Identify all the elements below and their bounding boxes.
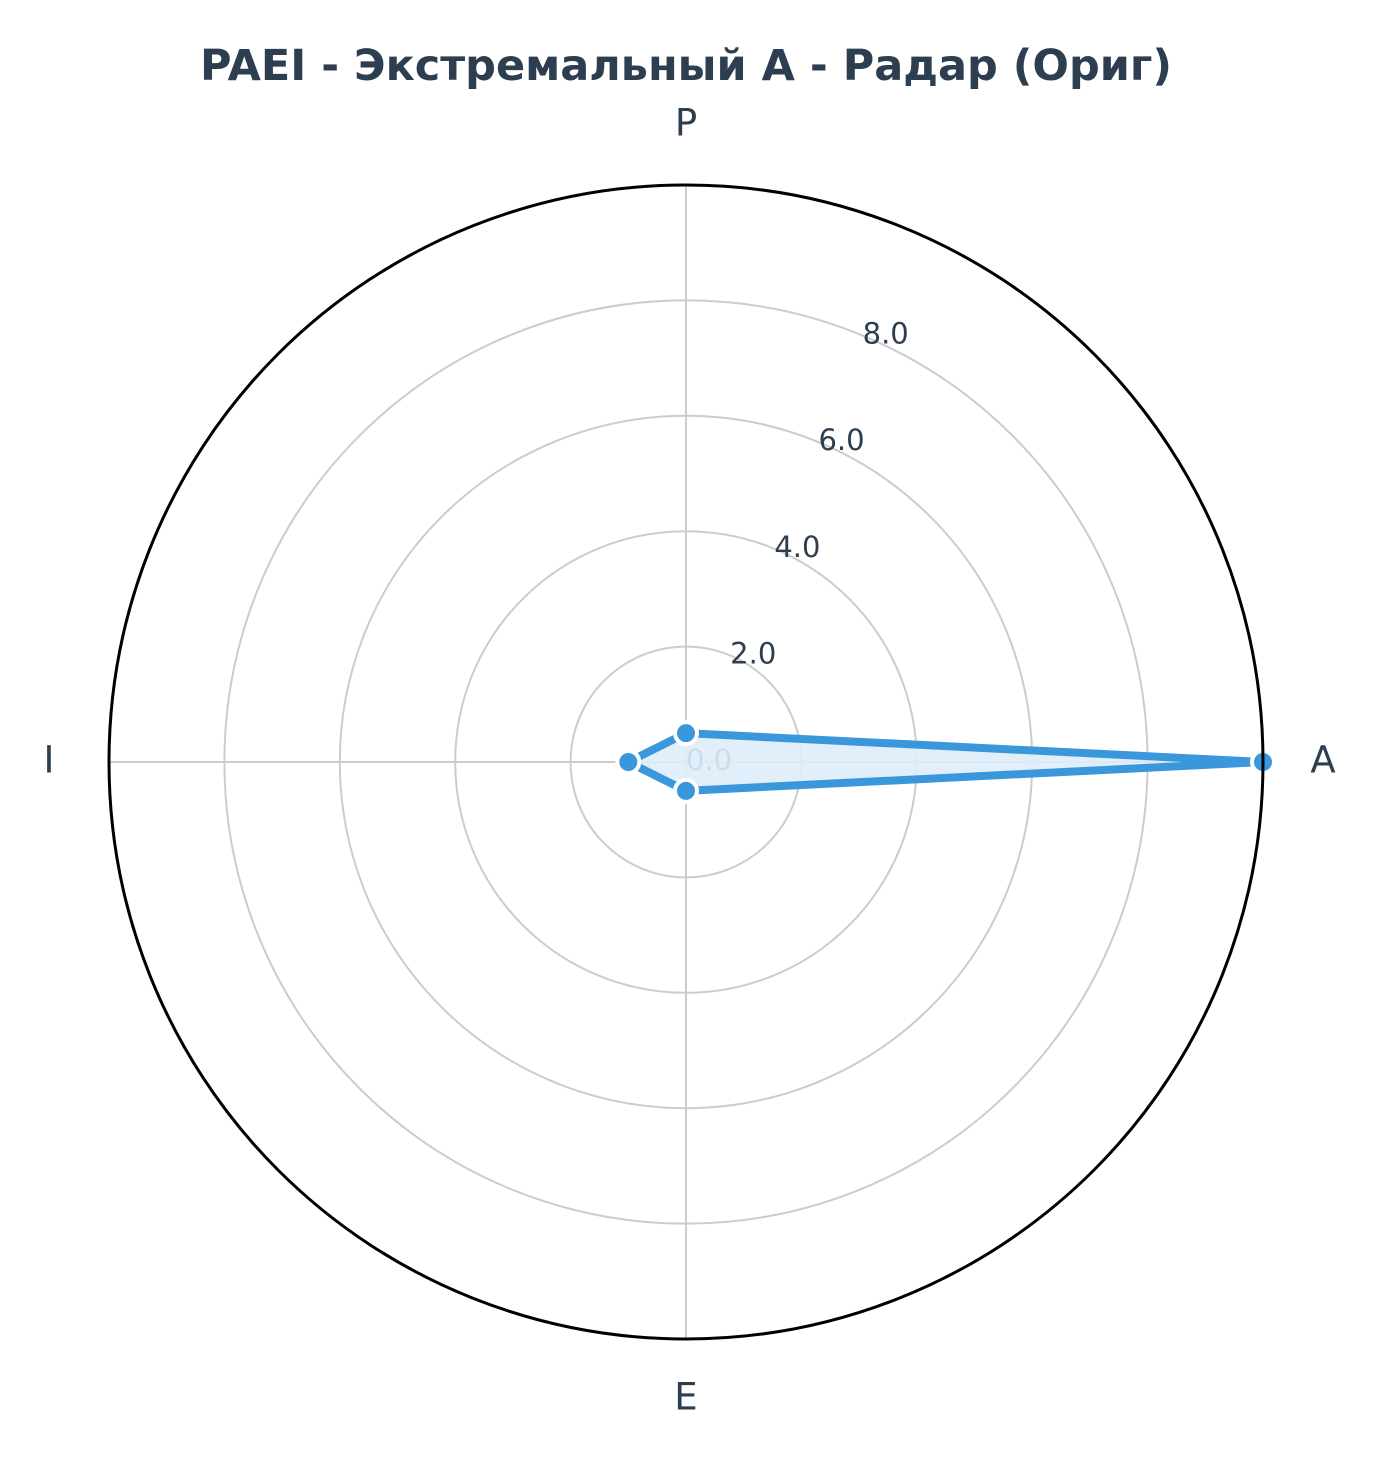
axis-label-i: I xyxy=(44,739,55,782)
axis-labels: P A E I xyxy=(44,102,1336,1419)
data-point-p xyxy=(673,720,699,747)
series-area xyxy=(628,733,1263,791)
axis-label-a: A xyxy=(1310,739,1335,782)
rtick-label: 8.0 xyxy=(863,317,909,351)
series-layer xyxy=(615,720,1276,804)
axis-label-p: P xyxy=(675,102,697,145)
polar-frame xyxy=(107,183,1265,1341)
radial-tick-labels: 0.02.04.06.08.0 xyxy=(686,317,909,777)
axis-label-e: E xyxy=(674,1376,697,1419)
data-point-e xyxy=(673,777,699,804)
rtick-label: 2.0 xyxy=(730,636,776,670)
chart-title: PAEI - Экстремальный A - Радар (Ориг) xyxy=(200,41,1172,91)
rtick-label: 6.0 xyxy=(818,423,864,457)
data-point-i xyxy=(615,749,642,775)
rtick-label: 4.0 xyxy=(774,530,820,564)
